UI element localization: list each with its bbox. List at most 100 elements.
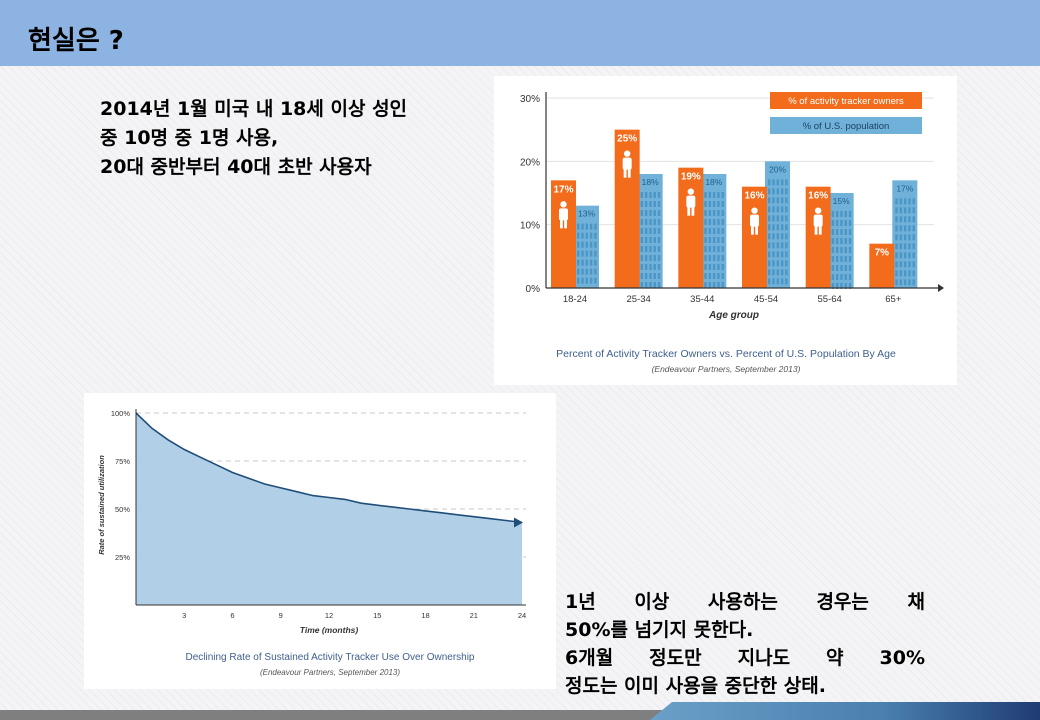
population-pattern <box>657 273 661 279</box>
population-pattern <box>895 279 898 286</box>
population-pattern <box>780 260 784 267</box>
population-pattern <box>649 201 652 207</box>
population-pattern <box>649 264 652 270</box>
population-pattern <box>653 273 656 279</box>
population-pattern <box>848 274 852 280</box>
x-tick-label: 12 <box>325 611 333 620</box>
y-tick-label: 10% <box>520 221 540 232</box>
population-pattern <box>653 255 656 261</box>
population-pattern <box>908 261 911 268</box>
population-pattern <box>712 282 716 288</box>
population-pattern <box>831 238 835 244</box>
population-pattern <box>785 206 788 213</box>
population-pattern <box>581 250 584 257</box>
owner-bar <box>805 186 831 288</box>
population-data-label: 18% <box>705 177 722 187</box>
population-pattern <box>840 274 843 280</box>
population-pattern <box>653 246 656 252</box>
population-pattern <box>717 264 720 270</box>
population-pattern <box>908 225 911 232</box>
y-axis-title: Rate of sustained utilization <box>97 455 106 555</box>
population-pattern <box>895 234 898 241</box>
population-pattern <box>717 228 720 234</box>
retention-area <box>136 413 522 605</box>
legend-swatch-owners <box>770 92 922 109</box>
population-pattern <box>585 241 588 248</box>
age-group-chart-svg: 0% 10% 20% 30% 13% 17% 18-24 18% 25% 25-34 18% 19% 3… <box>520 92 944 374</box>
population-pattern <box>704 246 707 252</box>
population-pattern <box>844 265 847 271</box>
owner-bar <box>551 180 576 288</box>
population-pattern <box>776 224 779 231</box>
population-pattern <box>644 228 648 234</box>
population-pattern <box>895 261 898 268</box>
population-pattern <box>908 270 911 277</box>
population-pattern <box>908 252 911 259</box>
population-pattern <box>785 260 788 267</box>
population-pattern <box>835 274 839 280</box>
population-pattern <box>704 192 707 198</box>
population-pattern <box>585 277 588 284</box>
population-pattern <box>644 246 648 252</box>
owner-bar <box>678 167 704 288</box>
population-pattern <box>780 206 784 213</box>
population-pattern <box>589 232 593 239</box>
population-pattern <box>831 265 835 271</box>
population-pattern <box>835 283 839 289</box>
population-pattern <box>717 237 720 243</box>
population-pattern <box>780 278 784 285</box>
population-pattern <box>768 233 771 240</box>
population-data-label: 17% <box>896 183 913 193</box>
population-data-label: 13% <box>578 209 595 219</box>
intro-line: 20대 중반부터 40대 초반 사용자 <box>100 156 372 178</box>
chart-subtitle: (Endeavour Partners, September 2013) <box>260 668 400 677</box>
population-pattern <box>712 192 716 198</box>
population-pattern <box>772 233 775 240</box>
legend-swatch-population <box>770 117 922 134</box>
population-pattern <box>831 256 835 262</box>
population-pattern <box>649 228 652 234</box>
population-pattern <box>780 179 784 186</box>
population-pattern <box>785 188 788 195</box>
age-group-bar-chart: 0% 10% 20% 30% 13% 17% 18-24 18% 25% 25-34 18% 19% 3… <box>494 76 957 385</box>
population-pattern <box>780 251 784 258</box>
population-pattern <box>899 198 903 205</box>
population-pattern <box>589 277 593 284</box>
population-pattern <box>768 242 771 249</box>
x-tick-label: 65+ <box>885 294 902 305</box>
population-pattern <box>717 282 720 288</box>
population-pattern <box>776 242 779 249</box>
population-pattern <box>776 251 779 258</box>
population-pattern <box>844 256 847 262</box>
population-pattern <box>581 268 584 275</box>
retention-arrow <box>514 517 523 528</box>
x-axis-title: Age group <box>708 310 759 321</box>
owner-data-label: 7% <box>875 248 890 259</box>
population-pattern <box>899 207 903 214</box>
population-pattern <box>721 210 724 216</box>
population-pattern <box>644 282 648 288</box>
owner-data-label: 17% <box>553 184 573 195</box>
population-pattern <box>721 246 724 252</box>
population-pattern <box>831 274 835 280</box>
population-pattern <box>780 242 784 249</box>
population-pattern <box>640 228 644 234</box>
population-pattern <box>708 282 712 288</box>
population-pattern <box>649 255 652 261</box>
population-pattern <box>721 255 724 261</box>
population-pattern <box>831 283 835 289</box>
population-pattern <box>657 246 661 252</box>
population-pattern <box>780 224 784 231</box>
population-pattern <box>848 229 852 235</box>
population-pattern <box>899 234 903 241</box>
y-tick-label: 25% <box>115 553 130 562</box>
person-icon <box>559 208 568 221</box>
population-pattern <box>657 264 661 270</box>
population-pattern <box>649 282 652 288</box>
person-icon <box>813 214 823 227</box>
population-pattern <box>594 223 597 230</box>
population-pattern <box>903 243 907 250</box>
person-icon <box>627 168 631 178</box>
population-pattern <box>831 229 835 235</box>
population-pattern <box>589 259 593 266</box>
